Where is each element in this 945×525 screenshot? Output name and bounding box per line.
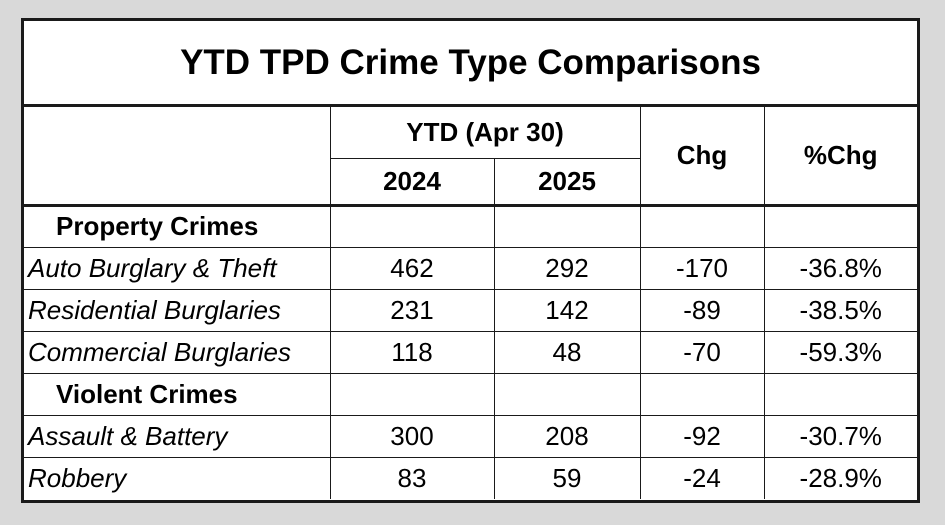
header-pct-chg: %Chg xyxy=(763,107,917,207)
table-row: Robbery 83 59 -24 -28.9% xyxy=(24,456,917,499)
header-year-2025: 2025 xyxy=(493,157,640,207)
section-row: Violent Crimes xyxy=(24,372,917,416)
row-label: Commercial Burglaries xyxy=(24,330,331,374)
section-row: Property Crimes xyxy=(24,204,917,248)
value-2024: 83 xyxy=(329,456,495,499)
table-frame: YTD TPD Crime Type Comparisons YTD (Apr … xyxy=(21,18,920,503)
value-pct-chg: -28.9% xyxy=(763,456,917,499)
header-year-2024: 2024 xyxy=(330,157,495,207)
header-ytd-group: YTD (Apr 30) xyxy=(329,107,641,159)
value-chg: -24 xyxy=(639,456,765,499)
empty-cell xyxy=(493,372,641,416)
value-2024: 231 xyxy=(329,288,495,332)
empty-cell xyxy=(329,204,495,248)
value-2025: 48 xyxy=(493,330,641,374)
row-label: Residential Burglaries xyxy=(24,288,331,332)
value-pct-chg: -30.7% xyxy=(763,414,917,458)
row-label: Assault & Battery xyxy=(24,414,331,458)
value-pct-chg: -36.8% xyxy=(763,246,917,290)
empty-cell xyxy=(639,204,765,248)
value-2025: 208 xyxy=(493,414,641,458)
table-row: Residential Burglaries 231 142 -89 -38.5… xyxy=(24,288,917,332)
value-chg: -70 xyxy=(639,330,765,374)
row-label: Robbery xyxy=(24,456,331,499)
table-row: Commercial Burglaries 118 48 -70 -59.3% xyxy=(24,330,917,374)
section-label: Property Crimes xyxy=(24,204,331,248)
value-chg: -92 xyxy=(639,414,765,458)
value-2024: 118 xyxy=(329,330,495,374)
header-blank-cell xyxy=(24,107,331,207)
value-2024: 462 xyxy=(329,246,495,290)
empty-cell xyxy=(763,372,917,416)
empty-cell xyxy=(493,204,641,248)
value-pct-chg: -38.5% xyxy=(763,288,917,332)
value-chg: -170 xyxy=(639,246,765,290)
value-2025: 142 xyxy=(493,288,641,332)
crime-comparison-table: YTD (Apr 30) Chg %Chg 2024 2025 Property… xyxy=(24,107,917,499)
empty-cell xyxy=(329,372,495,416)
table-row: Assault & Battery 300 208 -92 -30.7% xyxy=(24,414,917,458)
table-row: Auto Burglary & Theft 462 292 -170 -36.8… xyxy=(24,246,917,290)
table-title: YTD TPD Crime Type Comparisons xyxy=(24,21,917,107)
section-label: Violent Crimes xyxy=(24,372,331,416)
value-2024: 300 xyxy=(329,414,495,458)
empty-cell xyxy=(763,204,917,248)
value-2025: 292 xyxy=(493,246,641,290)
value-chg: -89 xyxy=(639,288,765,332)
value-2025: 59 xyxy=(493,456,641,499)
empty-cell xyxy=(639,372,765,416)
row-label: Auto Burglary & Theft xyxy=(24,246,331,290)
header-chg: Chg xyxy=(639,107,765,207)
value-pct-chg: -59.3% xyxy=(763,330,917,374)
